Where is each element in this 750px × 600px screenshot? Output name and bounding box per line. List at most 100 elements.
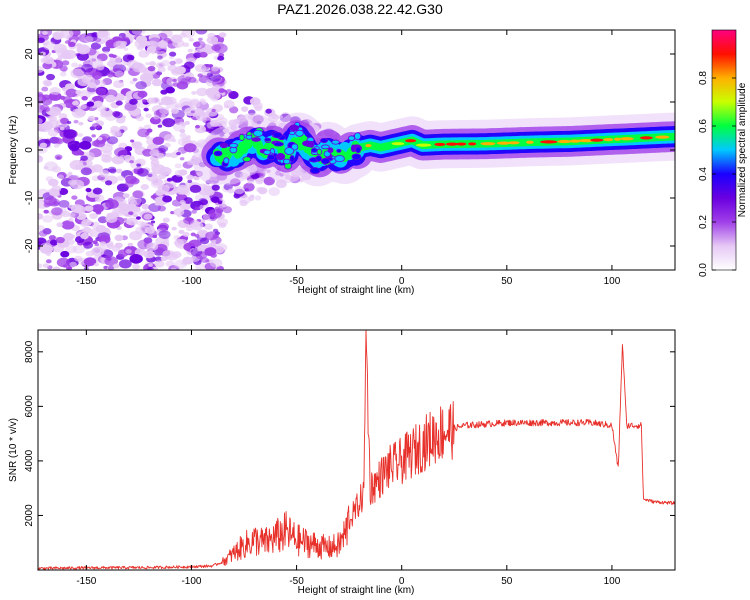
spectrogram-noise-blob (174, 44, 180, 48)
spectrogram-noise-blob (97, 216, 108, 224)
spectrogram-noise-blob (130, 139, 135, 143)
spectrogram-ridge-blob (311, 147, 318, 153)
spectrogram-noise-blob (84, 36, 94, 43)
spectrogram-ridge-blob (245, 134, 253, 140)
spectrogram-noise-blob (66, 266, 73, 270)
spectrogram-noise-blob (105, 199, 119, 209)
snr-y-label: SNR (10 * v/v) (8, 418, 19, 482)
spectrogram-ridge-hotspot (434, 142, 446, 147)
spectrogram-noise-blob (65, 83, 73, 90)
spectrogram-noise-blob (60, 51, 72, 60)
spectrogram-noise-blob (247, 180, 252, 184)
spectrogram-noise-blob (90, 42, 101, 50)
figure-title: PAZ1.2026.038.22.42.G30 (277, 1, 443, 17)
spectrogram-noise-blob (209, 119, 220, 127)
spectrogram-noise-blob (169, 152, 179, 159)
spectrogram-ridge-blob (289, 155, 295, 163)
spectrogram-noise-blob (145, 113, 152, 118)
spectrogram-noise-blob (91, 32, 99, 38)
spectrogram-noise-blob (80, 232, 89, 240)
spectrogram-noise-blob (209, 258, 223, 268)
spectrogram-noise-blob (91, 246, 105, 257)
spectrogram-noise-blob (108, 53, 114, 58)
spectrogram-ridge-blob (253, 129, 264, 137)
spectrogram-noise-blob (159, 166, 172, 176)
spectrogram-ridge-hotspot (577, 139, 595, 143)
spectrogram-noise-blob (205, 231, 218, 241)
spectrogram-noise-blob (115, 100, 123, 106)
spectrogram-noise-blob (132, 77, 138, 82)
spectrogram-noise-blob (178, 169, 188, 176)
spectrogram-noise-blob (87, 115, 96, 122)
spectrogram-noise-blob (222, 203, 227, 208)
spectrogram-noise-blob (155, 189, 165, 196)
spectrogram-noise-blob (218, 88, 225, 94)
spectrogram-noise-blob (195, 30, 208, 35)
spectrogram-noise-blob (141, 99, 147, 103)
spectrogram-noise-blob (181, 123, 187, 127)
spectrogram-noise-blob (124, 181, 134, 188)
spectrogram-noise-blob (169, 60, 176, 66)
spectrogram-noise-blob (91, 134, 96, 138)
spectrogram-noise-blob (56, 138, 64, 145)
spectrogram-noise-blob (193, 175, 200, 181)
spectrogram-ridge-blob (353, 132, 362, 140)
spectrogram-noise-blob (66, 120, 72, 125)
spectrogram-noise-blob (223, 100, 235, 109)
spectrogram-noise-blob (171, 138, 177, 143)
spectrogram-noise-blob (104, 180, 113, 186)
spectrogram-noise-blob (178, 229, 185, 234)
spectrogram-noise-blob (38, 213, 44, 220)
spectrogram-noise-blob (173, 208, 185, 216)
spectrogram-noise-blob (91, 123, 101, 130)
spectrogram-ridge-blob (316, 148, 323, 155)
spectrogram-noise-blob (77, 133, 84, 137)
spectrogram-noise-blob (43, 107, 51, 113)
spectrogram-ridge-blob (267, 154, 276, 161)
spectrogram-noise-blob (196, 111, 204, 117)
snr-ytick-label: 6000 (24, 395, 35, 418)
spectrogram-noise-blob (116, 175, 125, 181)
spectrogram-noise-blob (43, 80, 53, 87)
spectrogram-noise-blob (43, 41, 56, 51)
spectrogram-noise-blob (106, 136, 119, 145)
spectrogram-noise-blob (38, 198, 43, 202)
spectrogram-noise-blob (94, 242, 100, 247)
spectrogram-noise-blob (38, 118, 43, 124)
colorbar-label: Normalized spectral amplitude (737, 82, 748, 217)
spectrogram-noise-blob (182, 256, 194, 265)
spectrogram-noise-blob (67, 140, 81, 150)
spectrogram-noise-blob (114, 70, 124, 78)
spectrogram-noise-blob (137, 90, 148, 98)
spectrogram-noise-blob (80, 104, 87, 110)
spectrogram-noise-blob (165, 152, 172, 158)
spectrogram-noise-blob (158, 222, 170, 231)
spectrogram-noise-blob (192, 41, 201, 48)
spectrogram-noise-blob (175, 184, 190, 195)
spectrogram-noise-blob (170, 267, 177, 270)
snr-frame (37, 329, 676, 571)
spectrogram-noise-blob (39, 242, 53, 252)
snr-ytick-label: 2000 (24, 504, 35, 527)
spectrogram-noise-blob (199, 199, 209, 206)
spectrogram-noise-blob (88, 82, 97, 89)
spectrogram-noise-blob (47, 106, 62, 117)
spectrogram-noise-blob (218, 120, 227, 128)
spectrogram-ridge-hotspot (614, 137, 621, 141)
spectrogram-noise-blob (125, 249, 132, 254)
spectrogram-noise-blob (157, 66, 166, 73)
spectrogram-noise-blob (114, 234, 124, 242)
spectrogram-noise-blob (80, 167, 92, 176)
spectrogram-noise-blob (59, 30, 74, 39)
spectrogram-noise-blob (129, 98, 138, 105)
spectrogram-noise-blob (92, 187, 103, 195)
spectrogram-noise-blob (47, 129, 59, 137)
spectrogram-noise-blob (190, 110, 195, 114)
spectrogram-ytick-label: 10 (24, 96, 35, 108)
spectrogram-ridge-blob (229, 142, 239, 149)
spectrogram-noise-blob (42, 215, 53, 223)
spectrogram-noise-blob (97, 105, 107, 113)
spectrogram-noise-blob (179, 132, 187, 138)
spectrogram-noise-blob (211, 184, 220, 191)
